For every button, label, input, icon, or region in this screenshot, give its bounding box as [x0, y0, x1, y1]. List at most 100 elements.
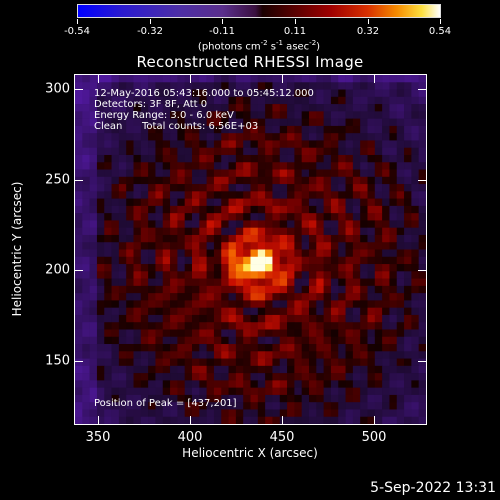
image-pixel — [345, 198, 354, 207]
image-pixel — [133, 234, 142, 243]
image-pixel — [382, 162, 390, 170]
image-pixel — [418, 125, 426, 134]
image-pixel — [374, 285, 383, 294]
image-pixel — [309, 416, 317, 424]
image-pixel — [396, 293, 405, 301]
image-pixel — [221, 75, 229, 83]
image-pixel — [206, 162, 215, 170]
image-pixel — [418, 89, 426, 98]
colorbar-unit: (photons cm-2 s-1 asec-2) — [197, 39, 321, 53]
image-pixel — [177, 169, 185, 178]
image-pixel — [96, 344, 105, 352]
image-pixel — [199, 104, 207, 112]
image-pixel — [367, 394, 376, 403]
image-pixel — [140, 104, 149, 112]
image-pixel — [96, 184, 105, 192]
peak-position-text: Position of Peak = [437,201] — [94, 398, 237, 409]
image-pixel — [199, 256, 207, 265]
image-pixel — [418, 394, 426, 403]
image-pixel — [133, 344, 142, 352]
image-pixel — [374, 133, 383, 141]
image-pixel — [140, 322, 149, 330]
image-pixel — [206, 322, 215, 330]
image-pixel — [75, 416, 83, 424]
image-pixel — [257, 205, 266, 214]
image-pixel — [360, 242, 368, 250]
image-pixel — [404, 300, 412, 308]
image-pixel — [155, 300, 164, 308]
image-pixel — [162, 220, 171, 228]
image-pixel — [265, 89, 273, 98]
image-pixel — [272, 373, 281, 381]
image-pixel — [396, 394, 405, 403]
image-pixel — [104, 227, 112, 236]
image-pixel — [360, 278, 368, 287]
image-pixel — [199, 154, 207, 163]
image-pixel — [411, 322, 419, 330]
image-pixel — [309, 242, 317, 250]
image-pixel — [184, 89, 193, 98]
image-pixel — [411, 213, 419, 221]
image-pixel — [367, 234, 376, 243]
image-pixel — [352, 118, 361, 127]
image-pixel — [162, 409, 171, 418]
image-pixel — [199, 220, 207, 228]
image-pixel — [221, 336, 229, 345]
image-pixel — [199, 293, 207, 301]
image-pixel — [294, 133, 302, 141]
image-pixel — [199, 213, 207, 221]
image-pixel — [89, 402, 98, 410]
image-pixel — [360, 133, 368, 141]
image-pixel — [118, 82, 127, 90]
image-pixel — [396, 314, 405, 323]
image-pixel — [418, 140, 426, 149]
image-pixel — [228, 314, 237, 323]
image-pixel — [162, 271, 171, 279]
image-pixel — [111, 409, 120, 418]
image-pixel — [243, 307, 251, 316]
image-pixel — [338, 133, 346, 141]
image-pixel — [301, 373, 310, 381]
image-pixel — [330, 234, 339, 243]
time-range-text: 12-May-2016 05:43:16.000 to 05:45:12.000 — [94, 88, 314, 99]
image-pixel — [118, 300, 127, 308]
image-pixel — [184, 394, 193, 403]
image-pixel — [360, 96, 368, 105]
image-pixel — [352, 314, 361, 323]
image-pixel — [75, 140, 83, 149]
image-pixel — [250, 234, 259, 243]
image-pixel — [140, 169, 149, 178]
image-pixel — [360, 329, 368, 338]
image-pixel — [404, 373, 412, 381]
image-pixel — [221, 416, 229, 424]
image-pixel — [111, 191, 120, 199]
image-pixel — [257, 140, 266, 149]
image-pixel — [250, 162, 259, 170]
image-pixel — [294, 409, 302, 418]
image-pixel — [301, 154, 310, 163]
image-pixel — [221, 242, 229, 250]
image-pixel — [177, 104, 185, 112]
y-tick-label: 300 — [45, 81, 70, 97]
image-pixel — [338, 154, 346, 163]
image-pixel — [89, 198, 98, 207]
image-pixel — [323, 336, 332, 345]
image-pixel — [360, 373, 368, 381]
image-pixel — [404, 256, 412, 265]
image-pixel — [309, 358, 317, 367]
image-pixel — [301, 75, 310, 83]
image-pixel — [272, 293, 281, 301]
image-pixel — [82, 133, 90, 141]
image-pixel — [104, 329, 112, 338]
image-pixel — [352, 307, 361, 316]
image-pixel — [140, 242, 149, 250]
image-pixel — [111, 387, 120, 396]
image-pixel — [418, 344, 426, 352]
image-pixel — [272, 314, 281, 323]
image-pixel — [367, 409, 376, 418]
image-pixel — [382, 329, 390, 338]
image-pixel — [279, 314, 288, 323]
image-pixel — [170, 242, 178, 250]
image-pixel — [360, 147, 368, 156]
image-pixel — [360, 169, 368, 178]
